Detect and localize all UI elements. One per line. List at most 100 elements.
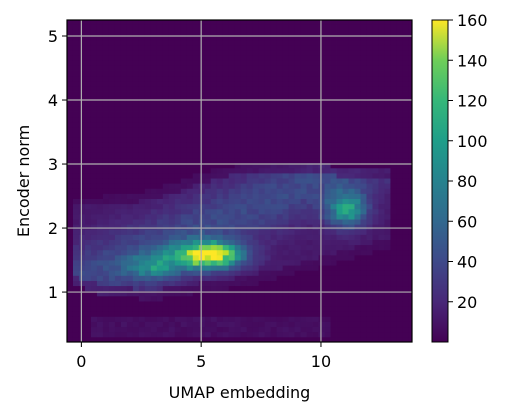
heatmap-cell bbox=[318, 65, 325, 71]
heatmap-cell bbox=[174, 101, 182, 107]
heatmap-cell bbox=[342, 121, 349, 128]
heatmap-cell bbox=[216, 116, 224, 123]
heatmap-cell bbox=[186, 234, 194, 240]
heatmap-cell bbox=[306, 295, 313, 302]
heatmap-cell bbox=[348, 203, 355, 210]
heatmap-cell bbox=[360, 229, 367, 235]
heatmap-cell bbox=[96, 224, 104, 230]
heatmap-cell bbox=[408, 162, 412, 169]
heatmap-cell bbox=[90, 260, 98, 266]
heatmap-cell bbox=[90, 311, 98, 317]
heatmap-cell bbox=[186, 254, 194, 261]
heatmap-cell bbox=[294, 260, 301, 266]
heatmap-cell bbox=[156, 162, 164, 169]
heatmap-cell bbox=[402, 203, 409, 210]
heatmap-cell bbox=[354, 224, 361, 230]
heatmap-cell bbox=[114, 157, 122, 164]
heatmap-cell bbox=[72, 173, 80, 179]
heatmap-cell bbox=[78, 50, 86, 56]
heatmap-cell bbox=[366, 229, 373, 235]
heatmap-cell bbox=[210, 34, 218, 41]
heatmap-cell bbox=[372, 20, 379, 25]
heatmap-cell bbox=[156, 254, 164, 261]
heatmap-cell bbox=[240, 270, 248, 276]
heatmap-cell bbox=[288, 96, 295, 102]
heatmap-cell bbox=[216, 239, 224, 246]
heatmap-cell bbox=[150, 152, 158, 159]
heatmap-cell bbox=[306, 137, 313, 143]
heatmap-cell bbox=[78, 275, 86, 281]
heatmap-cell bbox=[108, 219, 116, 225]
heatmap-cell bbox=[228, 96, 236, 102]
heatmap-cell bbox=[72, 265, 80, 271]
heatmap-cell bbox=[162, 234, 170, 240]
heatmap-cell bbox=[372, 152, 379, 159]
heatmap-cell bbox=[234, 203, 242, 210]
heatmap-cell bbox=[408, 213, 412, 220]
heatmap-cell bbox=[144, 280, 152, 287]
heatmap-cell bbox=[306, 306, 313, 312]
heatmap-cell bbox=[384, 75, 391, 82]
heatmap-cell bbox=[390, 44, 397, 51]
heatmap-cell bbox=[204, 198, 212, 205]
heatmap-cell bbox=[324, 85, 331, 92]
heatmap-cell bbox=[288, 224, 295, 230]
heatmap-cell bbox=[300, 275, 307, 281]
heatmap-cell bbox=[138, 39, 146, 46]
heatmap-cell bbox=[234, 116, 242, 123]
heatmap-cell bbox=[150, 306, 158, 312]
heatmap-cell bbox=[318, 275, 325, 281]
heatmap-cell bbox=[342, 254, 349, 261]
heatmap-cell bbox=[120, 208, 128, 215]
heatmap-cell bbox=[234, 239, 242, 246]
heatmap-cell bbox=[222, 29, 230, 36]
heatmap-cell bbox=[408, 275, 412, 281]
heatmap-cell bbox=[312, 301, 319, 307]
heatmap-cell bbox=[342, 224, 349, 230]
heatmap-cell bbox=[330, 178, 337, 184]
heatmap-cell bbox=[222, 249, 230, 256]
heatmap-cell bbox=[252, 173, 260, 179]
heatmap-cell bbox=[162, 265, 170, 271]
heatmap-cell bbox=[324, 39, 331, 46]
heatmap-cell bbox=[348, 219, 355, 225]
heatmap-cell bbox=[408, 65, 412, 71]
heatmap-cell bbox=[336, 50, 343, 56]
heatmap-cell bbox=[84, 224, 92, 230]
heatmap-cell bbox=[252, 162, 260, 169]
heatmap-cell bbox=[396, 167, 403, 174]
heatmap-cell bbox=[192, 321, 200, 328]
heatmap-cell bbox=[288, 75, 295, 82]
heatmap-cell bbox=[108, 183, 116, 189]
heatmap-cell bbox=[390, 290, 397, 297]
heatmap-cell bbox=[276, 142, 284, 148]
heatmap-cell bbox=[252, 167, 260, 174]
heatmap-cell bbox=[240, 290, 248, 297]
heatmap-cell bbox=[150, 183, 158, 189]
heatmap-cell bbox=[198, 39, 206, 46]
heatmap-cell bbox=[150, 188, 158, 194]
heatmap-cell bbox=[408, 80, 412, 87]
heatmap-cell bbox=[294, 285, 301, 292]
heatmap-cell bbox=[378, 316, 385, 322]
heatmap-cell bbox=[354, 275, 361, 281]
heatmap-cell bbox=[174, 290, 182, 297]
heatmap-cell bbox=[270, 336, 278, 342]
heatmap-cell bbox=[204, 260, 212, 266]
heatmap-cell bbox=[276, 34, 284, 41]
heatmap-cell bbox=[402, 311, 409, 317]
heatmap-cell bbox=[228, 213, 236, 220]
heatmap-cell bbox=[384, 91, 391, 97]
heatmap-cell bbox=[276, 270, 284, 276]
heatmap-cell bbox=[276, 50, 284, 56]
heatmap-cell bbox=[372, 126, 379, 133]
heatmap-cell bbox=[372, 316, 379, 322]
heatmap-cell bbox=[384, 254, 391, 261]
heatmap-cell bbox=[324, 198, 331, 205]
heatmap-cell bbox=[150, 44, 158, 51]
heatmap-cell bbox=[306, 213, 313, 220]
heatmap-cell bbox=[222, 275, 230, 281]
heatmap-cell bbox=[408, 96, 412, 102]
heatmap-cell bbox=[120, 213, 128, 220]
heatmap-cell bbox=[126, 198, 134, 205]
